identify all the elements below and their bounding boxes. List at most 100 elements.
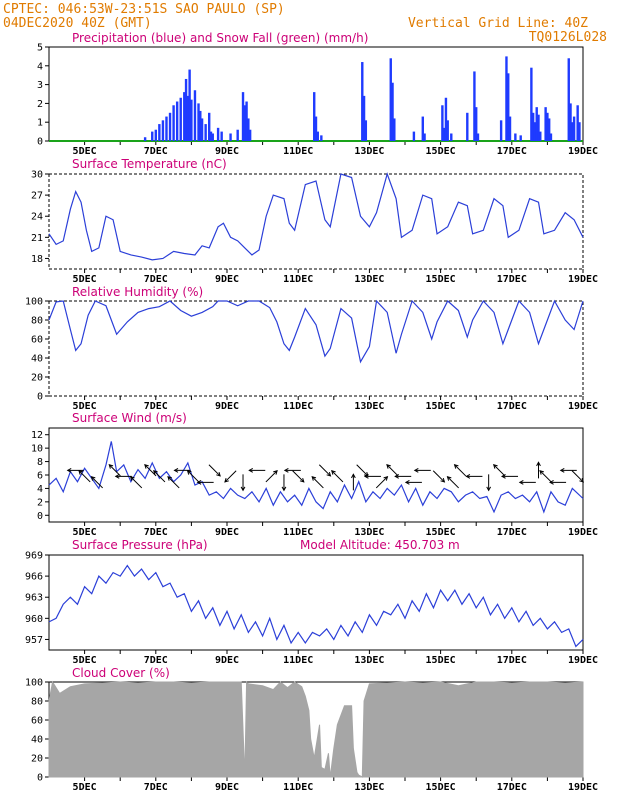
temperature-panel: 18 21 24 27 30 5DEC 7DEC 9DEC 11DEC 13DEC 15DEC 17D… [31, 157, 598, 285]
header-run-time: 04DEC2020 40Z (GMT) [3, 16, 152, 31]
wind-arrow-head [404, 479, 410, 485]
precip-bar [450, 133, 453, 141]
precip-bar [184, 78, 188, 141]
x-tick-label: 19DEC [568, 401, 598, 412]
precip-bar [165, 116, 168, 141]
wind-arrow-head [281, 486, 287, 492]
y-tick-label: 969 [25, 551, 43, 562]
y-tick-label: 100 [25, 678, 43, 689]
x-tick-label: 7DEC [144, 146, 168, 157]
wind-arrow [356, 464, 369, 477]
x-tick-label: 5DEC [73, 655, 97, 666]
precip-bar [236, 129, 239, 141]
x-tick-label: 7DEC [144, 401, 168, 412]
x-tick-label: 19DEC [568, 782, 598, 793]
wind-arrow-head [240, 486, 246, 492]
y-tick-label: 8 [37, 457, 43, 468]
wind-arrow [386, 464, 399, 477]
wind-arrow-head [446, 476, 452, 481]
precip-bar [423, 133, 426, 141]
precip-bar [578, 122, 581, 141]
precip-bar [361, 62, 364, 141]
wind-arrow-head [114, 473, 120, 479]
wind-arrow-head [394, 473, 399, 479]
precipitation-title: Precipitation (blue) and Snow Fall (gree… [72, 31, 368, 45]
temperature-frame [48, 173, 584, 270]
precip-bar [186, 95, 190, 141]
wind-arrow-head [493, 464, 498, 469]
x-tick-label: 9DEC [215, 655, 239, 666]
wind-arrow [265, 470, 278, 483]
precip-bar [161, 120, 165, 141]
precip-bar [546, 112, 549, 141]
wind-arrow-head [331, 470, 336, 475]
y-tick-label: 0 [37, 392, 43, 403]
x-tick-label: 5DEC [73, 146, 97, 157]
precip-bar [499, 120, 503, 141]
y-tick-label: 5 [37, 43, 43, 54]
precip-bar [539, 131, 542, 141]
x-tick-label: 17DEC [497, 274, 527, 285]
precip-bar [476, 133, 480, 141]
x-tick-label: 5DEC [73, 527, 97, 538]
temperature-title: Surface Temperature (nC) [72, 157, 227, 171]
wind-arrow [224, 470, 237, 483]
x-tick-label: 9DEC [215, 146, 239, 157]
x-tick-label: 17DEC [497, 401, 527, 412]
wind-arrow-head [78, 470, 83, 475]
y-tick-label: 21 [31, 233, 43, 244]
precip-bar [316, 131, 319, 141]
precip-bar [154, 129, 157, 141]
wind-arrow-head [90, 476, 96, 481]
precip-bar [190, 99, 193, 141]
precip-bar [229, 133, 232, 141]
precip-bar [241, 92, 245, 141]
wind-arrow-head [559, 467, 565, 473]
y-tick-label: 20 [31, 754, 43, 765]
precip-bar [243, 105, 246, 141]
cloud-cover-area [48, 680, 584, 778]
wind-arrow [454, 464, 467, 477]
precip-bar [179, 97, 182, 141]
wind-arrow-head [299, 477, 305, 483]
y-tick-label: 0 [37, 511, 43, 522]
precip-bar [200, 118, 204, 141]
wind-arrow-head [173, 467, 179, 473]
precip-bar [547, 118, 551, 141]
wind-arrow [318, 464, 331, 477]
precip-bar [183, 92, 186, 141]
wind-arrow [375, 476, 388, 489]
wind-arrow [208, 464, 221, 477]
precip-bar [209, 131, 213, 141]
precip-bar [533, 122, 537, 141]
y-tick-label: 2 [37, 99, 43, 110]
humidity-panel: 0 20 40 60 80 100 5DEC 7DEC 9DEC 11DEC 13DEC 15DEC 1… [25, 285, 598, 412]
x-tick-label: 11DEC [283, 274, 313, 285]
x-tick-label: 15DEC [426, 401, 456, 412]
y-tick-label: 957 [25, 635, 43, 646]
wind-arrow [187, 470, 200, 483]
precip-bar [514, 133, 517, 141]
x-tick-label: 11DEC [283, 527, 313, 538]
precip-bar [473, 71, 476, 141]
x-tick-label: 15DEC [426, 527, 456, 538]
precip-bar [412, 131, 416, 141]
wind-arrow-head [351, 473, 356, 479]
humidity-line [48, 299, 584, 364]
wind-arrow [432, 470, 445, 483]
wind-arrow-head [549, 479, 554, 485]
y-tick-label: 12 [31, 430, 43, 441]
wind-arrow-head [248, 467, 254, 473]
precip-bar [143, 137, 147, 141]
wind-arrow-head [579, 477, 584, 483]
wind-arrow-head [465, 473, 471, 479]
wind-arrow [331, 470, 344, 483]
pressure-line [48, 564, 584, 648]
precip-bar [569, 103, 572, 141]
y-tick-label: 80 [31, 316, 43, 327]
y-tick-label: 20 [31, 373, 43, 384]
wind-arrow-head [453, 464, 459, 469]
precip-bar [466, 112, 469, 141]
wind-arrow-head [440, 477, 446, 483]
